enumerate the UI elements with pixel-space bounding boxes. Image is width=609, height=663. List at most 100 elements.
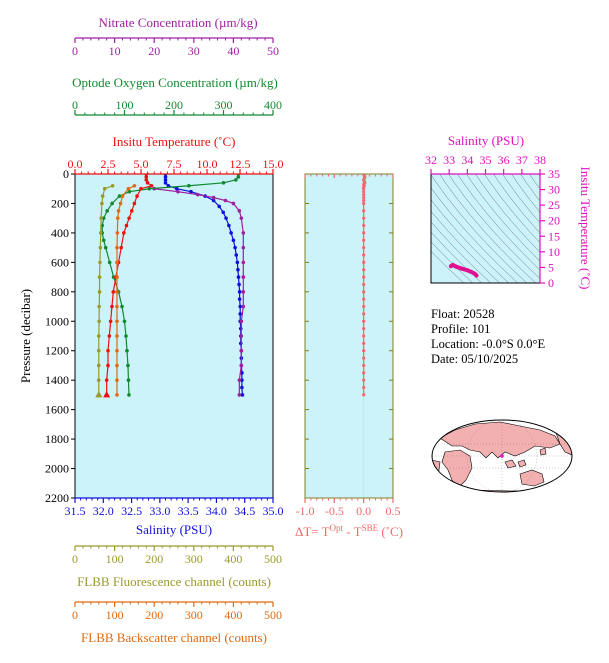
oxygen-tick-label: 300 bbox=[215, 98, 233, 112]
pressure-tick-label: 1200 bbox=[45, 344, 69, 358]
delta-t-tick-label: 0.0 bbox=[356, 504, 371, 518]
profile-number: Profile: 101 bbox=[431, 322, 490, 336]
delta-t-point bbox=[362, 304, 366, 309]
nitrate-point bbox=[237, 209, 242, 213]
nitrate-point bbox=[239, 216, 244, 220]
pressure-tick-label: 0 bbox=[63, 167, 69, 181]
density-contour bbox=[439, 174, 537, 283]
ts-point bbox=[474, 273, 479, 278]
oxygen-point bbox=[125, 348, 129, 353]
backscatter-point bbox=[115, 275, 119, 279]
delta-t-point bbox=[362, 371, 366, 375]
oxygen-axis: 0 100 200 300 400 bbox=[72, 98, 282, 116]
backscatter-point bbox=[118, 201, 123, 206]
backscatter-point bbox=[115, 319, 119, 324]
float-info: Float: 20528 Profile: 101 Location: -0.0… bbox=[431, 307, 546, 366]
ts-y-tick-label: 10 bbox=[548, 245, 560, 259]
temperature-axis-label: Insitu Temperature (˚C) bbox=[112, 134, 235, 149]
nitrate-point bbox=[239, 348, 244, 353]
main-series-layer bbox=[95, 174, 246, 398]
ts-x-tick-label: 33 bbox=[443, 153, 455, 167]
backscatter-point bbox=[115, 393, 119, 397]
temperature-point bbox=[129, 209, 134, 213]
density-contour bbox=[431, 221, 492, 283]
oxygen-point bbox=[187, 183, 191, 188]
nitrate-point bbox=[241, 290, 246, 294]
float-location-marker bbox=[500, 454, 504, 458]
ts-y-tick-label: 0 bbox=[548, 276, 554, 290]
delta-t-point bbox=[362, 275, 366, 279]
nitrate-point bbox=[241, 260, 246, 265]
delta-t-point bbox=[362, 193, 366, 197]
temperature-tick-label: 7.5 bbox=[167, 157, 182, 171]
salinity-point bbox=[240, 393, 245, 397]
delta-t-point bbox=[362, 282, 366, 287]
nitrate-tick-label: 10 bbox=[109, 44, 121, 58]
nitrate-point bbox=[241, 245, 246, 250]
density-contour bbox=[431, 199, 510, 283]
delta-t-point bbox=[362, 253, 366, 257]
temperature-point bbox=[106, 363, 110, 368]
salinity-point bbox=[233, 245, 237, 250]
salinity-point bbox=[227, 223, 231, 228]
ts-point bbox=[459, 266, 464, 271]
location: Location: -0.0°S 0.0°E bbox=[431, 337, 546, 351]
density-contour bbox=[529, 174, 540, 190]
density-contour bbox=[466, 174, 540, 262]
delta-t-point bbox=[362, 238, 366, 242]
salinity-point bbox=[238, 312, 242, 316]
delta-t-axis: -1.0 -0.5 0.0 0.5 bbox=[296, 173, 401, 518]
oxygen-point bbox=[147, 186, 152, 191]
density-contour bbox=[511, 174, 540, 213]
float-id: Float: 20528 bbox=[431, 307, 495, 321]
density-contour bbox=[431, 210, 501, 283]
ts-salinity-label: Salinity (PSU) bbox=[448, 133, 524, 148]
delta-t-tick-label: 0.5 bbox=[386, 504, 401, 518]
ts-y-tick-label: 15 bbox=[548, 229, 560, 243]
temperature-point bbox=[107, 334, 112, 338]
fluorescence-point bbox=[99, 216, 103, 220]
fluorescence-axis: 0 100 200 300 400 500 bbox=[72, 545, 282, 566]
delta-t-point bbox=[362, 246, 366, 250]
temperature-point bbox=[135, 194, 139, 198]
delta-t-point bbox=[362, 268, 366, 272]
density-contour bbox=[475, 174, 540, 253]
oxygen-point bbox=[126, 378, 131, 382]
salinity-point bbox=[221, 210, 226, 215]
main-plot-area bbox=[75, 174, 273, 498]
delta-t-point bbox=[362, 378, 366, 382]
nitrate-point bbox=[239, 363, 244, 368]
temperature-point bbox=[145, 181, 150, 185]
backscatter-point bbox=[115, 378, 119, 382]
fluorescence-point bbox=[100, 201, 104, 206]
pressure-tick-label: 1800 bbox=[45, 432, 69, 446]
pressure-tick-label: 800 bbox=[51, 285, 69, 299]
backscatter-point bbox=[115, 334, 119, 338]
oxygen-point bbox=[221, 181, 226, 185]
ts-y-tick-label: 5 bbox=[548, 260, 554, 274]
pressure-tick-label: 600 bbox=[51, 255, 69, 269]
salinity-point bbox=[236, 267, 240, 272]
density-contour bbox=[457, 174, 540, 271]
nitrate-axis-label: Nitrate Concentration (µm/kg) bbox=[98, 15, 257, 30]
fluorescence-point bbox=[97, 275, 102, 279]
delta-t-point bbox=[362, 187, 366, 191]
backscatter-tick-label: 500 bbox=[264, 608, 282, 622]
delta-t-point bbox=[362, 334, 366, 338]
oxygen-point bbox=[110, 201, 114, 206]
salinity-point bbox=[211, 198, 216, 203]
salinity-point bbox=[237, 290, 242, 294]
delta-t-point bbox=[362, 223, 366, 228]
temperature-tick-label: 5.0 bbox=[134, 157, 149, 171]
salinity-point bbox=[231, 238, 236, 243]
oxygen-point bbox=[124, 334, 128, 338]
delta-t-point bbox=[362, 201, 366, 206]
ts-plot-area bbox=[431, 174, 540, 283]
delta-t-point bbox=[362, 290, 366, 294]
temperature-tick-label: 12.5 bbox=[230, 157, 251, 171]
backscatter-point bbox=[120, 194, 125, 198]
backscatter-point bbox=[116, 209, 121, 213]
backscatter-point bbox=[115, 231, 120, 235]
nitrate-point bbox=[231, 201, 236, 206]
nitrate-point bbox=[195, 192, 200, 197]
